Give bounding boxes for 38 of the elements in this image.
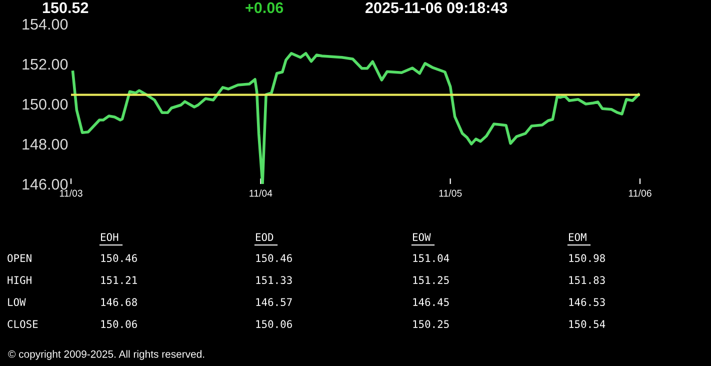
text: 150.46 xyxy=(256,254,292,262)
category-label: OPEN xyxy=(8,254,32,262)
line-series xyxy=(71,52,640,184)
text: +0.06 xyxy=(246,2,284,14)
y-tick-label: 146.00 xyxy=(22,178,68,190)
category-label: HIGH xyxy=(8,276,32,284)
text: 150.25 xyxy=(413,320,449,328)
text: 146.53 xyxy=(569,298,605,306)
chart-subtitle: 2025-11-06 09:18:43 xyxy=(366,2,508,14)
y-tick-label: 154.00 xyxy=(22,18,68,30)
category-label: EOM xyxy=(569,233,586,242)
text: 151.25 xyxy=(413,276,449,284)
text: © copyright 2009-2025. All rights reserved. xyxy=(8,350,204,360)
text: 150.98 xyxy=(569,254,605,262)
category-label: EOD xyxy=(256,233,274,242)
category-label: EOH xyxy=(101,233,118,242)
x-tick-label: 11/05 xyxy=(439,190,462,197)
x-tick-label: 11/04 xyxy=(250,190,272,197)
y-tick-label: 150.00 xyxy=(22,98,68,110)
category-label: LOW xyxy=(8,298,26,306)
text: 146.45 xyxy=(413,298,449,306)
text: 151.83 xyxy=(569,276,605,284)
text: 150.06 xyxy=(256,320,292,328)
y-tick-label: 152.00 xyxy=(22,58,68,70)
text: 151.21 xyxy=(101,276,137,284)
text: 150.06 xyxy=(101,320,137,328)
y-tick-label: 148.00 xyxy=(22,138,68,150)
text: 146.57 xyxy=(256,298,292,306)
chart-title: 150.52 xyxy=(42,2,88,14)
text: 150.54 xyxy=(569,320,606,328)
text: 151.04 xyxy=(413,254,450,262)
x-tick-label: 11/06 xyxy=(628,190,652,197)
text: 151.33 xyxy=(256,276,292,284)
category-label: EOW xyxy=(413,233,431,242)
x-tick-label: 11/03 xyxy=(60,190,82,197)
text: 150.46 xyxy=(101,254,137,262)
text: 146.68 xyxy=(101,298,137,306)
category-label: CLOSE xyxy=(8,320,38,328)
